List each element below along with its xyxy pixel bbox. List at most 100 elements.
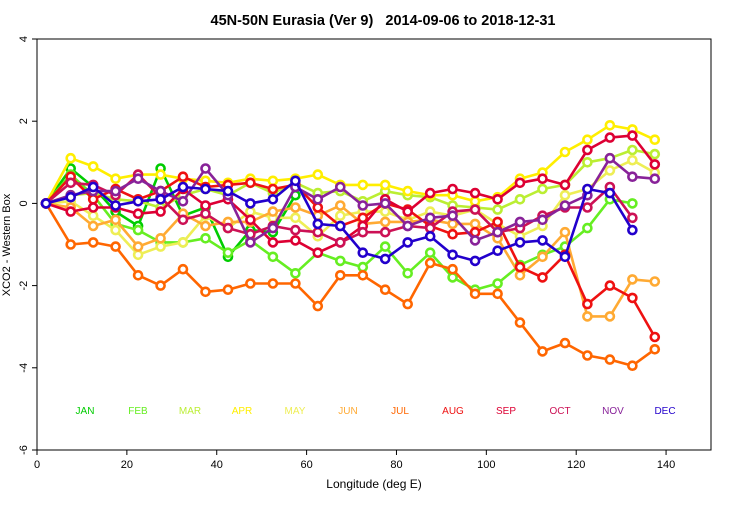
data-point [582,298,593,310]
data-point [447,249,458,261]
data-point [267,183,279,195]
data-point [132,241,144,252]
data-point [627,224,638,236]
data-point [200,208,211,219]
data-point [447,272,458,283]
data-point [177,171,189,182]
data-point [132,196,144,207]
data-point [582,222,593,234]
y-tick-label: -4 [18,363,30,373]
data-point [424,247,436,258]
data-point [245,237,256,248]
data-point [65,191,76,203]
data-point [357,269,369,281]
data-point [604,187,616,199]
data-point [222,284,234,296]
data-point [379,179,391,191]
series-layer [40,120,661,372]
data-point [290,267,301,279]
data-point [267,251,279,263]
data-point [582,144,593,156]
data-point [402,267,414,279]
series-line [45,156,655,244]
data-point [132,224,144,236]
data-point [424,257,436,269]
data-point [40,198,52,209]
data-point [110,241,121,252]
data-point [110,173,121,184]
data-point [537,272,548,283]
data-point [290,202,301,213]
data-point [155,185,166,197]
data-point [469,204,481,215]
data-point [267,194,279,205]
data-point [222,222,234,234]
data-point [132,208,144,219]
data-point [200,183,211,195]
data-point [559,251,571,263]
data-point [200,220,211,232]
data-point [334,220,346,232]
data-point [334,237,346,248]
data-point [424,231,436,242]
y-tick-label: 0 [18,200,30,206]
series-jul [40,198,661,372]
data-point [469,187,481,199]
data-point [649,148,661,160]
data-point [469,196,481,207]
data-point [514,194,526,205]
data-point [334,200,346,211]
data-point [604,311,616,322]
data-point [604,120,616,131]
series-line [45,134,656,254]
data-point [627,274,638,285]
data-point [402,185,414,197]
data-point [649,134,661,145]
data-point [559,179,571,191]
data-point [582,202,593,213]
data-point [627,212,638,224]
data-point [537,214,548,226]
data-point [537,251,548,263]
data-point [357,200,369,211]
series-jun [40,198,661,322]
x-tick-label: 60 [300,459,312,471]
data-point [469,288,481,300]
data-point [155,241,166,252]
data-point [604,354,616,365]
data-point [87,202,99,213]
data-point [222,247,234,258]
data-point [267,278,279,289]
data-point [514,237,526,248]
legend-item-may: MAY [285,406,306,417]
data-point [312,169,324,180]
series-line [44,124,656,205]
legend: JAN FEB MAR APR MAY JUN JUL AUG SEP OCT NOV DEC [76,406,676,417]
data-point [447,183,458,195]
data-point [649,276,661,287]
data-point [312,202,324,213]
legend-item-nov: NOV [602,406,624,417]
x-tick-label: 40 [211,459,223,471]
x-tick-label: 20 [121,459,133,471]
data-point [245,214,256,226]
data-point [469,255,481,267]
data-point [334,269,346,281]
data-point [582,350,593,361]
data-point [402,237,414,248]
data-point [492,226,503,238]
data-point [312,300,324,312]
data-point [424,222,436,234]
data-point [267,206,279,217]
data-point [177,214,189,226]
data-point [132,173,144,184]
data-point [177,263,189,275]
data-point [155,280,166,291]
data-point [200,163,211,174]
data-point [627,292,638,304]
data-point [447,218,458,230]
data-point [312,218,324,230]
data-point [245,206,256,217]
data-point [334,210,346,221]
data-point [649,343,661,355]
